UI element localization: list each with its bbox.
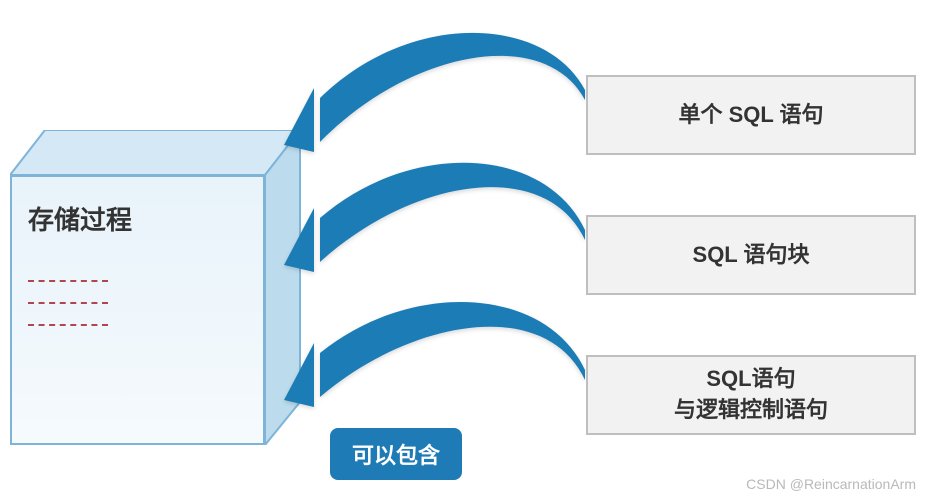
cube-dash-lines <box>28 280 108 346</box>
cube-side-face <box>265 130 305 445</box>
info-box-text: SQL 语句块 <box>693 240 810 271</box>
watermark-text: CSDN @ReincarnationArm <box>746 476 916 492</box>
info-box-sql-block: SQL 语句块 <box>586 215 916 295</box>
dash-line <box>28 324 108 326</box>
cube-title: 存储过程 <box>28 200 132 237</box>
info-box-sql-logic: SQL语句 与逻辑控制语句 <box>586 355 916 435</box>
info-box-text: 单个 SQL 语句 <box>678 100 823 131</box>
dash-line <box>28 280 108 282</box>
dash-line <box>28 302 108 304</box>
badge-text: 可以包含 <box>352 443 440 468</box>
info-box-text: SQL语句 <box>706 364 795 395</box>
stored-procedure-cube: 存储过程 <box>10 130 300 450</box>
can-contain-badge: 可以包含 <box>330 428 462 480</box>
info-box-single-sql: 单个 SQL 语句 <box>586 75 916 155</box>
info-box-text: 与逻辑控制语句 <box>674 395 828 426</box>
